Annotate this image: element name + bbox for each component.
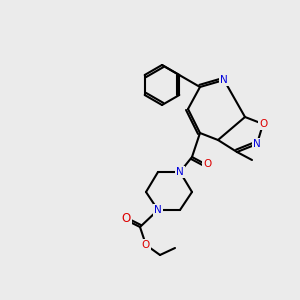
Text: O: O (122, 212, 130, 226)
Text: O: O (203, 159, 211, 169)
Text: O: O (142, 240, 150, 250)
Text: N: N (154, 205, 162, 215)
Text: N: N (220, 75, 228, 85)
Text: O: O (259, 119, 267, 129)
Text: N: N (176, 167, 184, 177)
Text: N: N (253, 139, 261, 149)
